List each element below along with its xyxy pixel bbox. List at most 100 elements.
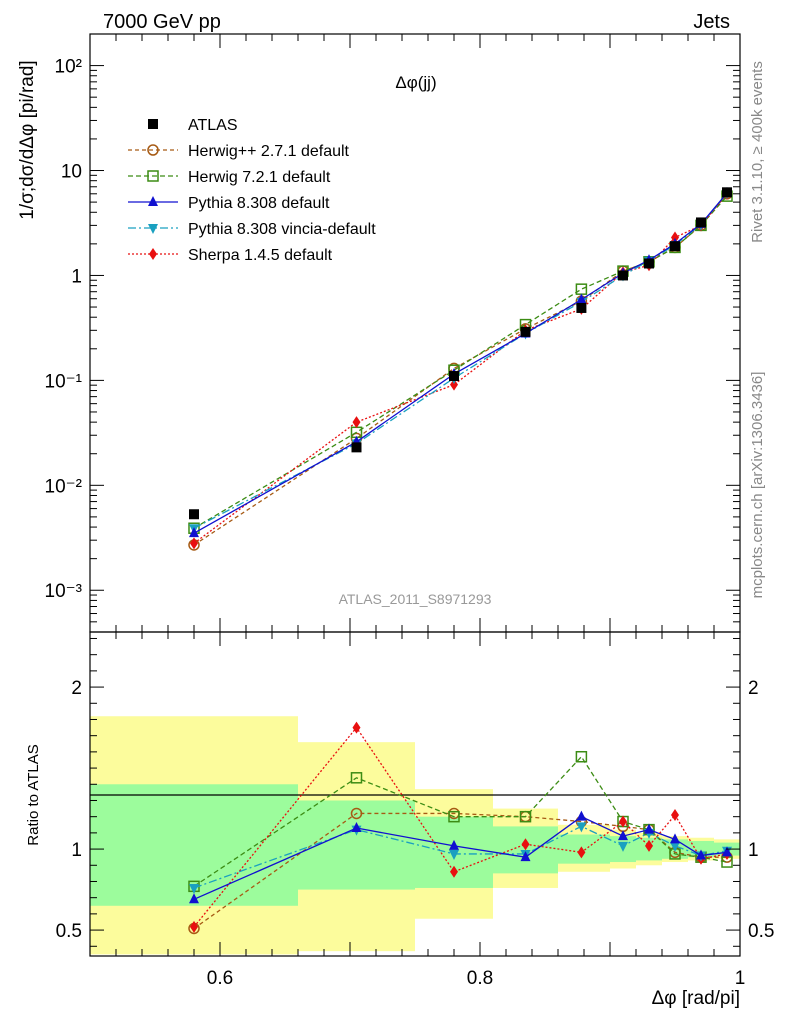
main-point-atlas (351, 442, 362, 453)
main-series-layer (188, 187, 733, 551)
main-point-pythia (576, 293, 587, 304)
legend-label-herwigpp: Herwig++ 2.7.1 default (188, 143, 350, 160)
main-point-atlas (644, 258, 654, 269)
ratio-point-sherpa (352, 721, 361, 734)
ratio-point-pythia (696, 849, 706, 860)
ratio-band-inner (558, 834, 610, 864)
ratio-ticks: 0.5 0.5 1 1 2 2 0.6 0.8 1 (56, 632, 774, 989)
legend-marker-herwigpp (147, 144, 159, 156)
main-y-tick-label: 10⁻³ (45, 581, 83, 602)
ratio-point-herwig7 (519, 810, 532, 823)
main-point-pythia (189, 527, 199, 538)
ratio-y-axis-label: Ratio to ATLAS (25, 744, 42, 845)
x-tick-label: 1 (735, 968, 746, 989)
ratio-uncertainty-bands (90, 716, 740, 955)
main-series-line-pythia (193, 192, 728, 534)
x-axis-label: Δφ [rad/pi] (652, 988, 740, 1009)
main-point-atlas (576, 302, 587, 313)
ratio-point-herwig7 (350, 772, 363, 784)
ratio-point-pythia (670, 833, 680, 844)
main-point-sherpa (671, 231, 679, 244)
main-series-line-vincia (193, 192, 728, 529)
legend-label-pythia: Pythia 8.308 default (188, 195, 330, 212)
main-point-atlas (618, 270, 628, 281)
legend-marker-vincia (148, 224, 158, 234)
ratio-point-sherpa (521, 838, 530, 851)
ratio-point-herwig7 (448, 810, 460, 823)
main-series-line-herwig7 (193, 195, 728, 529)
x-tick-label: 0.6 (207, 968, 233, 989)
ratio-point-pythia (644, 823, 654, 834)
ratio-point-pythia (351, 822, 362, 833)
plot-title: Δφ(jj) (395, 73, 436, 92)
ratio-y-tick-label-left: 0.5 (56, 921, 82, 942)
legend-label-vincia: Pythia 8.308 vincia-default (188, 221, 376, 238)
main-y-tick-label: 10⁻² (45, 476, 83, 497)
ratio-point-sherpa (450, 865, 458, 878)
main-y-tick-label: 1 (71, 266, 82, 287)
ratio-y-tick-label-right: 0.5 (748, 921, 774, 942)
main-point-herwig7 (575, 283, 588, 295)
ratio-y-tick-label-right: 1 (748, 840, 759, 861)
main-series-line-sherpa (193, 193, 728, 544)
ratio-point-pythia (722, 846, 732, 857)
ratio-point-pythia (520, 851, 531, 862)
legend-marker-ATLAS (148, 119, 158, 129)
legend-label-herwig7: Herwig 7.2.1 default (188, 169, 331, 186)
main-point-atlas (189, 509, 199, 520)
ratio-point-vincia (449, 849, 459, 860)
main-point-sherpa (352, 416, 361, 429)
ratio-point-herwig7 (575, 750, 588, 763)
rivet-version-label: Rivet 3.1.10, ≥ 400k events (749, 61, 766, 243)
ratio-point-sherpa (671, 809, 679, 822)
legend: ATLAS Herwig++ 2.7.1 default Herwig 7.2.1 … (128, 117, 376, 264)
mcplots-label: mcplots.cern.ch [arXiv:1306.3436] (749, 372, 766, 599)
legend-label-sherpa: Sherpa 1.4.5 default (188, 247, 333, 264)
main-panel: 10⁻³ 10⁻² 10⁻¹ 1 10 10² Δφ(jj) ATLAS_2011_S89… (17, 33, 741, 633)
ratio-point-herwigpp (350, 807, 363, 820)
ratio-point-pythia (618, 830, 628, 841)
ratio-series-line-vincia (193, 825, 728, 889)
main-point-sherpa (190, 537, 198, 550)
ratio-point-vincia (189, 883, 199, 894)
ratio-point-sherpa (577, 846, 586, 859)
ratio-series-line-pythia (193, 815, 728, 900)
legend-marker-pythia (148, 196, 158, 206)
header-energy: 7000 GeV pp (103, 11, 221, 33)
ratio-point-sherpa (645, 839, 653, 852)
ratio-frame (89, 631, 741, 957)
ratio-series-line-herwigpp (193, 812, 727, 929)
header-process: Jets (693, 11, 730, 33)
ratio-point-sherpa (619, 815, 627, 828)
x-tick-label: 0.8 (467, 968, 493, 989)
ratio-y-tick-label-right: 2 (748, 678, 759, 699)
ratio-point-sherpa (190, 920, 198, 933)
main-point-atlas (670, 241, 680, 252)
ratio-point-vincia (670, 841, 680, 852)
ratio-series-line-sherpa (193, 726, 728, 928)
main-point-atlas (696, 217, 706, 228)
main-y-axis-label: 1/σ;dσ/dΔφ [pi/rad] (17, 60, 38, 219)
analysis-label: ATLAS_2011_S8971293 (339, 591, 492, 607)
main-point-atlas (722, 187, 732, 198)
ratio-point-pythia (576, 810, 587, 821)
main-y-tick-label: 10 (61, 162, 82, 183)
ratio-point-pythia (189, 893, 199, 904)
ratio-panel: 0.5 0.5 1 1 2 2 0.6 0.8 1 Ratio to ATLAS Δφ [rad… (25, 631, 774, 1009)
legend-label-ATLAS: ATLAS (188, 117, 238, 134)
main-point-sherpa (450, 378, 458, 391)
main-y-tick-label: 10² (55, 57, 82, 78)
ratio-point-pythia (449, 839, 459, 850)
ratio-series-layer (188, 721, 733, 935)
main-point-atlas (520, 326, 531, 337)
ratio-series-line-herwig7 (193, 755, 728, 887)
ratio-point-vincia (576, 822, 587, 833)
ratio-y-tick-label-left: 1 (71, 840, 82, 861)
legend-marker-herwig7 (147, 170, 159, 182)
ratio-point-vincia (618, 841, 628, 852)
main-y-tick-label: 10⁻¹ (45, 371, 83, 392)
main-point-atlas (449, 371, 459, 382)
ratio-y-tick-label-left: 2 (71, 678, 82, 699)
main-ticks: 10⁻³ 10⁻² 10⁻¹ 1 10 10² (45, 33, 741, 633)
